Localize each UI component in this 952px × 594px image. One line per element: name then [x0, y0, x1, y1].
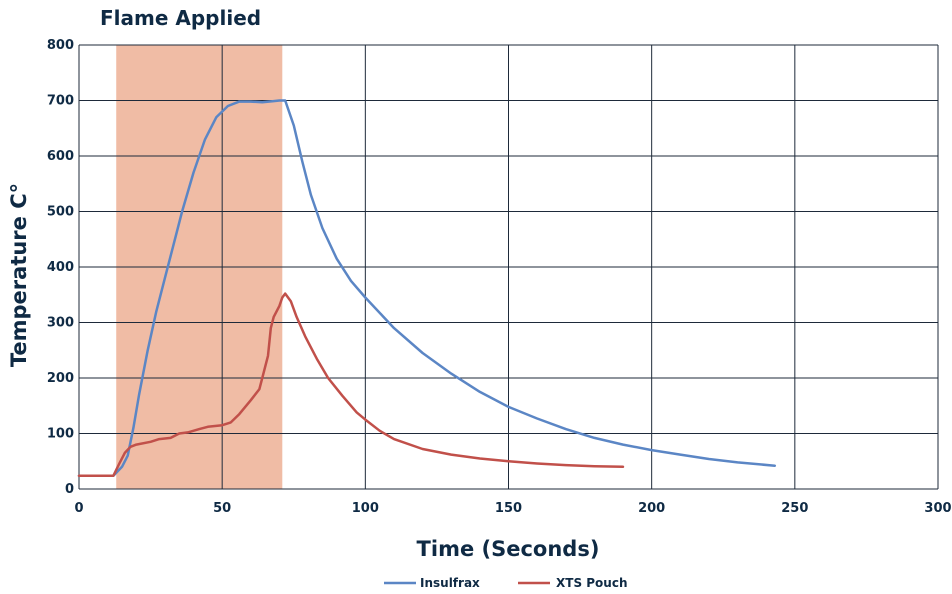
y-tick-label-200: 200 [47, 371, 74, 386]
y-tick-label-700: 700 [47, 94, 74, 109]
x-tick-label-300: 300 [924, 501, 951, 516]
y-tick-label-800: 800 [47, 38, 74, 53]
legend-label-insulfrax: Insulfrax [420, 576, 480, 590]
x-tick-label-150: 150 [495, 501, 522, 516]
y-axis-title: Temperature C° [7, 183, 31, 367]
y-tick-label-500: 500 [47, 205, 74, 220]
legend-label-xts-pouch: XTS Pouch [556, 576, 628, 590]
x-axis-title: Time (Seconds) [417, 537, 600, 561]
y-tick-label-400: 400 [47, 260, 74, 275]
series-line-xts-pouch [77, 292, 625, 477]
x-tick-label-0: 0 [74, 501, 83, 516]
flame-applied-label: Flame Applied [100, 6, 261, 30]
y-tick-label-0: 0 [65, 482, 74, 497]
x-tick-label-200: 200 [638, 501, 665, 516]
y-tick-label-600: 600 [47, 149, 74, 164]
series-line-insulfrax [77, 99, 777, 477]
y-tick-label-100: 100 [47, 427, 74, 442]
y-tick-label-300: 300 [47, 316, 74, 331]
x-tick-label-50: 50 [213, 501, 231, 516]
x-tick-label-100: 100 [352, 501, 379, 516]
legend: Insulfrax XTS Pouch [384, 576, 628, 590]
x-tick-label-250: 250 [781, 501, 808, 516]
